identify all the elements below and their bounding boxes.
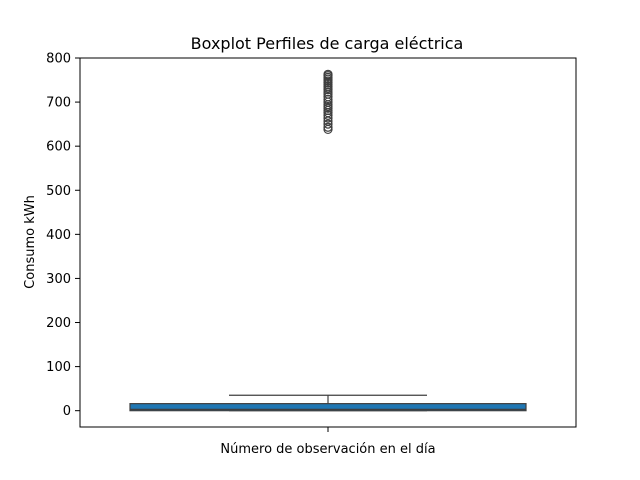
y-tick-label: 400 bbox=[46, 228, 71, 243]
y-axis-label: Consumo kWh bbox=[23, 195, 38, 289]
outlier-point bbox=[323, 110, 333, 120]
y-tick-label: 300 bbox=[46, 272, 71, 287]
boxplot bbox=[129, 394, 527, 412]
y-tick-label: 600 bbox=[46, 140, 71, 155]
outlier-point bbox=[323, 69, 333, 79]
y-tick-label: 0 bbox=[63, 404, 71, 419]
box-iqr bbox=[129, 403, 527, 412]
y-tick-label: 800 bbox=[46, 52, 71, 67]
y-tick-label: 100 bbox=[46, 360, 71, 375]
y-tick-label: 200 bbox=[46, 316, 71, 331]
chart-title: Boxplot Perfiles de carga eléctrica bbox=[191, 34, 464, 53]
outlier-point bbox=[323, 92, 333, 102]
y-tick-label: 700 bbox=[46, 96, 71, 111]
y-axis: 0 100 200 300 400 500 600 700 800 bbox=[46, 52, 80, 419]
outlier-point bbox=[323, 119, 333, 129]
outlier-point bbox=[323, 122, 333, 132]
plot-area-frame bbox=[79, 57, 577, 428]
y-tick-label: 500 bbox=[46, 184, 71, 199]
x-axis-label: Número de observación en el día bbox=[220, 442, 435, 457]
outlier-points bbox=[323, 69, 333, 135]
